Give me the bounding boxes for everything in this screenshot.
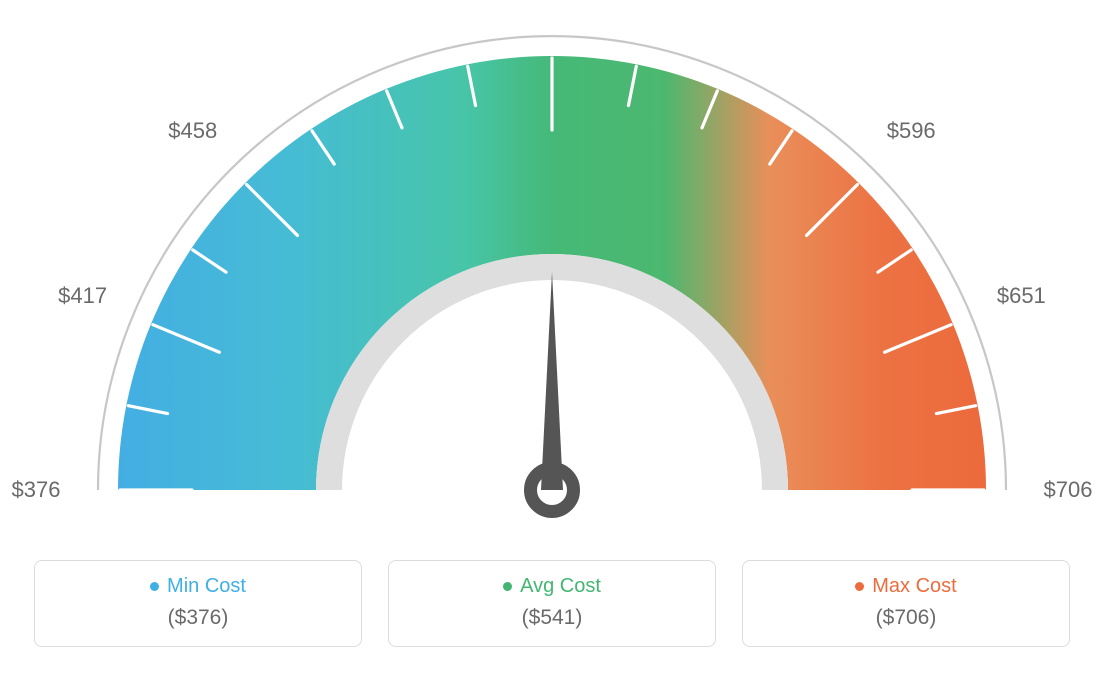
legend-row: Min Cost ($376) Avg Cost ($541) Max Cost… [0,560,1104,647]
legend-label-max: Max Cost [872,575,956,598]
legend-title-min: Min Cost [150,575,246,598]
legend-card-avg: Avg Cost ($541) [388,560,716,647]
legend-label-min: Min Cost [167,575,246,598]
gauge-tick-label: $541 [528,0,577,3]
legend-dot-min [150,582,159,591]
gauge-container: $376 $417 $458 $541 $596 $651 $706 [0,0,1104,560]
legend-value-min: ($376) [45,606,351,630]
gauge-tick-label: $651 [997,283,1046,309]
legend-value-avg: ($541) [399,606,705,630]
legend-card-min: Min Cost ($376) [34,560,362,647]
legend-label-avg: Avg Cost [520,575,601,598]
gauge-tick-label: $706 [1044,477,1093,503]
gauge-svg [0,0,1104,560]
legend-dot-avg [503,582,512,591]
gauge-tick-label: $417 [58,283,107,309]
legend-value-max: ($706) [753,606,1059,630]
gauge-tick-label: $458 [168,118,217,144]
legend-dot-max [855,582,864,591]
legend-title-avg: Avg Cost [503,575,601,598]
legend-card-max: Max Cost ($706) [742,560,1070,647]
legend-title-max: Max Cost [855,575,956,598]
gauge-tick-label: $596 [887,118,936,144]
gauge-tick-label: $376 [12,477,61,503]
